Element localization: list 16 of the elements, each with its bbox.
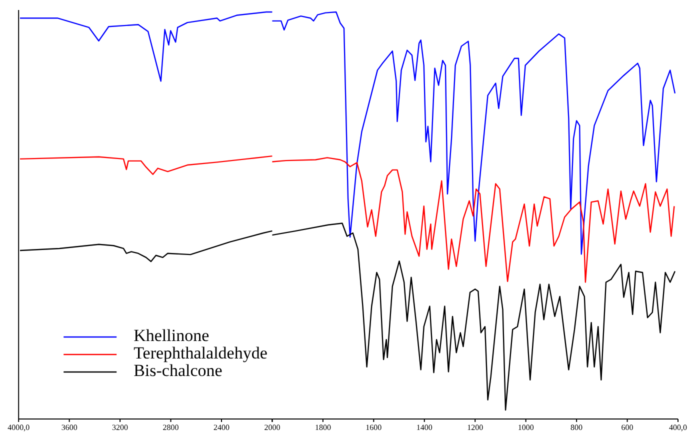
legend-label: Khellinone: [134, 326, 210, 345]
x-tick-label: 1800: [314, 423, 331, 432]
x-tick-label: 1000: [518, 423, 534, 432]
x-tick-label: 2000: [264, 423, 280, 432]
x-tick-label: 3200: [112, 423, 128, 432]
x-tick-label: 2400: [213, 423, 230, 432]
x-tick-label: 1400: [416, 423, 432, 432]
legend-label: Terephthalaldehyde: [134, 343, 268, 362]
x-tick-label: 400,0: [669, 423, 687, 432]
x-tick-label: 1600: [366, 423, 382, 432]
x-tick-label: 1200: [467, 423, 484, 432]
x-tick-label: 2800: [162, 423, 179, 432]
x-tick-label: 3600: [61, 423, 78, 432]
x-tick-label: 4000,0: [8, 423, 30, 432]
x-tick-label: 800: [570, 423, 583, 432]
x-tick-label: 600: [621, 423, 634, 432]
